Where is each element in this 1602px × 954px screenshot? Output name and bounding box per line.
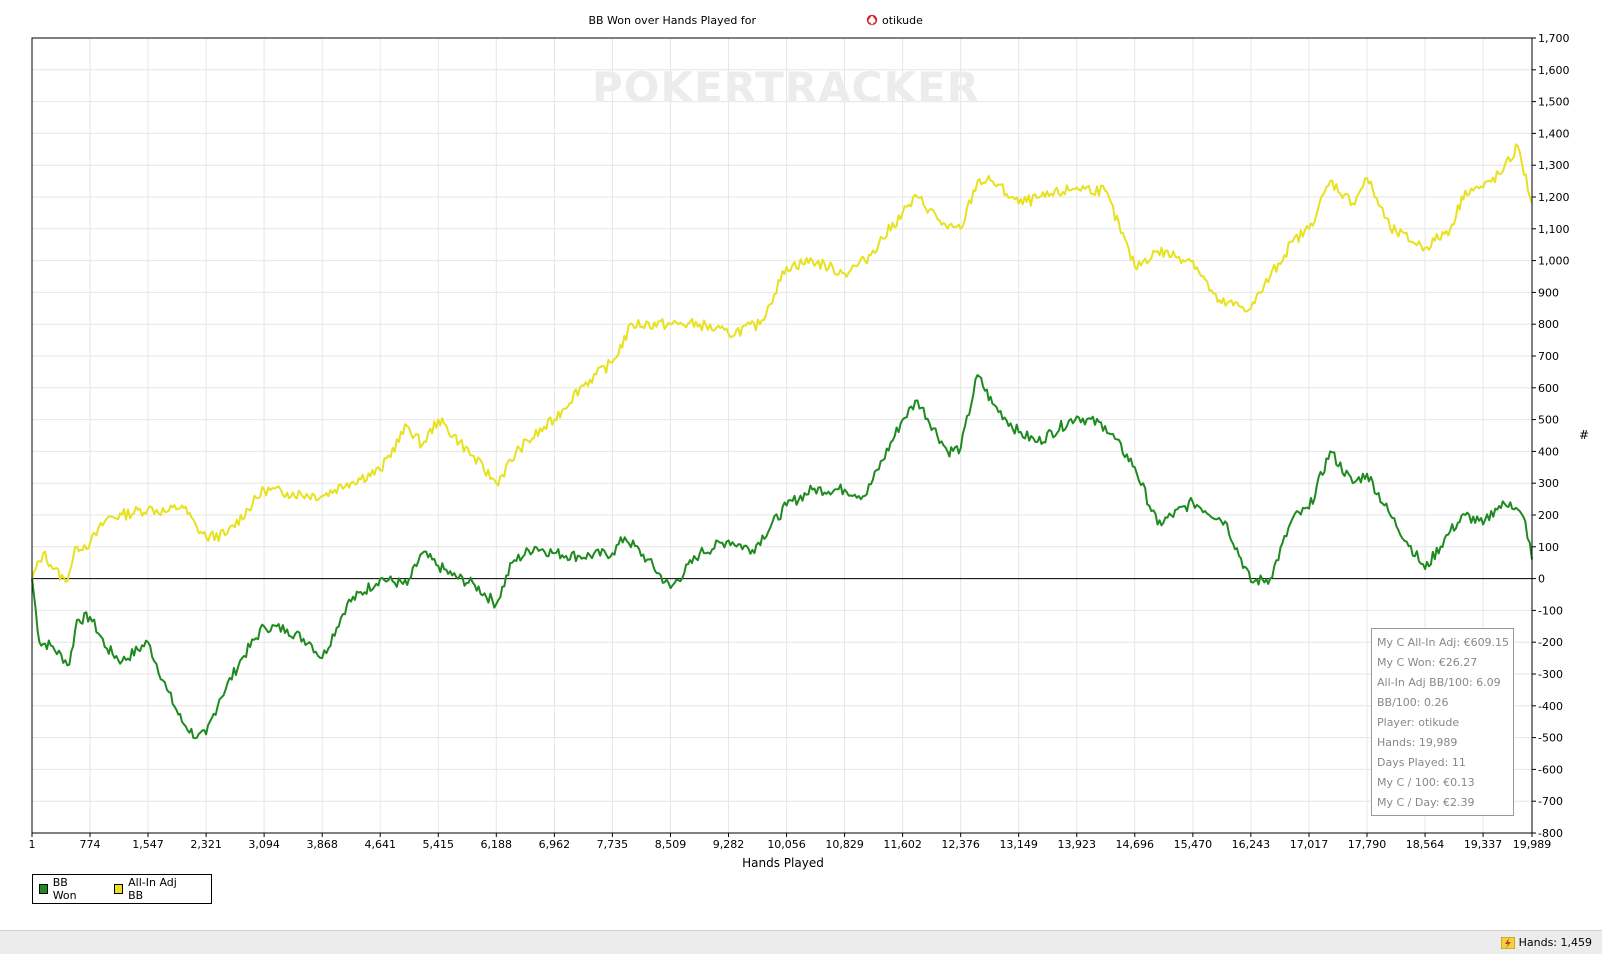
stat-bb100: BB/100: 0.26 <box>1377 696 1449 709</box>
legend-item-bb-won: BB Won <box>39 876 88 902</box>
y-tick-label-6: 1,100 <box>1538 223 1570 236</box>
x-tick-label-7: 5,415 <box>423 838 455 851</box>
x-tick-label-8: 6,188 <box>481 838 513 851</box>
x-tick-label-6: 4,641 <box>364 838 396 851</box>
y-tick-label-12: 500 <box>1538 414 1559 427</box>
stat-all-in-adj-bb100: All-In Adj BB/100: 6.09 <box>1377 676 1501 689</box>
legend-item-all-in-adj-bb: All-In Adj BB <box>114 876 185 902</box>
x-tick-label-1: 774 <box>80 838 101 851</box>
y-tick-label-11: 600 <box>1538 382 1559 395</box>
stat-days-played: Days Played: 11 <box>1377 756 1466 769</box>
x-tick-label-5: 3,868 <box>306 838 338 851</box>
chart-title-player: otikude <box>882 14 923 27</box>
x-tick-label-3: 2,321 <box>190 838 222 851</box>
x-tick-label-0: 1 <box>29 838 36 851</box>
x-tick-label-24: 18,564 <box>1406 838 1445 851</box>
chart-title: BB Won over Hands Played for otikude <box>588 14 923 27</box>
y-axis-label: # <box>1579 428 1589 442</box>
y-tick-label-19: -200 <box>1538 636 1563 649</box>
y-tick-label-16: 100 <box>1538 541 1559 554</box>
legend-label-all-in-adj-bb: All-In Adj BB <box>128 876 177 902</box>
x-tick-label-13: 10,056 <box>767 838 806 851</box>
legend-swatch-all-in-adj-bb <box>114 884 124 894</box>
y-tick-label-13: 400 <box>1538 445 1559 458</box>
y-tick-label-8: 900 <box>1538 286 1559 299</box>
x-tick-label-23: 17,790 <box>1348 838 1387 851</box>
y-tick-label-5: 1,200 <box>1538 191 1570 204</box>
legend-label-bb-won: BB Won <box>52 876 77 902</box>
y-tick-label-23: -600 <box>1538 763 1563 776</box>
y-tick-label-7: 1,000 <box>1538 255 1570 268</box>
stat-won: My C Won: €26.27 <box>1377 656 1478 669</box>
line-chart: BB Won over Hands Played for otikude POK… <box>29 14 1590 870</box>
y-tick-label-3: 1,400 <box>1538 127 1570 140</box>
plot-area-border <box>31 37 1533 834</box>
y-tick-label-10: 700 <box>1538 350 1559 363</box>
chart-series <box>31 143 1533 740</box>
x-tick-label-22: 17,017 <box>1290 838 1329 851</box>
y-tick-label-4: 1,300 <box>1538 159 1570 172</box>
chart-container: BB Won over Hands Played for otikude POK… <box>29 14 1590 870</box>
y-tick-label-24: -700 <box>1538 795 1563 808</box>
stat-hands: Hands: 19,989 <box>1377 736 1458 749</box>
x-tick-label-10: 7,735 <box>597 838 629 851</box>
x-axis-ticks: 1 774 1,547 2,321 3,094 3,868 4,641 5,415 6,188 6… <box>29 833 1552 851</box>
status-hands-count: Hands: 1,459 <box>1500 936 1592 949</box>
chart-legend: BB Won All-In Adj BB <box>32 874 212 904</box>
x-tick-label-15: 11,602 <box>883 838 922 851</box>
chart-title-text: BB Won over Hands Played for <box>588 14 756 27</box>
x-tick-label-9: 6,962 <box>539 838 571 851</box>
stat-player: Player: otikude <box>1377 716 1460 729</box>
x-tick-label-18: 13,923 <box>1058 838 1097 851</box>
x-tick-label-17: 13,149 <box>999 838 1038 851</box>
x-tick-label-14: 10,829 <box>825 838 864 851</box>
x-tick-label-25: 19,337 <box>1464 838 1503 851</box>
series-line-bb-won <box>31 374 1533 740</box>
pokerstars-spade-icon <box>866 14 878 26</box>
x-tick-label-26: 19,989 <box>1513 838 1552 851</box>
x-tick-label-16: 12,376 <box>941 838 980 851</box>
x-tick-label-12: 9,282 <box>713 838 745 851</box>
status-bar: Hands: 1,459 <box>0 930 1602 954</box>
stat-per-100: My C / 100: €0.13 <box>1377 776 1475 789</box>
x-tick-label-4: 3,094 <box>248 838 280 851</box>
y-tick-label-21: -400 <box>1538 700 1563 713</box>
stat-all-in-adj: My C All-In Adj: €609.15 <box>1377 636 1510 649</box>
y-tick-label-14: 300 <box>1538 477 1559 490</box>
x-tick-label-20: 15,470 <box>1174 838 1213 851</box>
chart-grid <box>31 37 1533 834</box>
y-tick-label-17: 0 <box>1538 573 1545 586</box>
x-tick-label-2: 1,547 <box>132 838 164 851</box>
y-tick-label-22: -500 <box>1538 732 1563 745</box>
series-line-all-in-adj-bb <box>31 143 1533 583</box>
y-tick-label-9: 800 <box>1538 318 1559 331</box>
y-axis-ticks: 1,700 1,600 1,500 1,400 1,300 1,200 1,100 1,000… <box>1532 32 1570 840</box>
y-tick-label-1: 1,600 <box>1538 64 1570 77</box>
status-hands-text: Hands: 1,459 <box>1518 936 1592 949</box>
stat-per-day: My C / Day: €2.39 <box>1377 796 1475 809</box>
y-tick-label-18: -100 <box>1538 604 1563 617</box>
stats-summary-box: My C All-In Adj: €609.15 My C Won: €26.2… <box>1371 628 1514 816</box>
y-tick-label-20: -300 <box>1538 668 1563 681</box>
x-tick-label-21: 16,243 <box>1232 838 1271 851</box>
pokertracker-watermark: POKERTRACKER <box>592 63 980 112</box>
x-tick-label-19: 14,696 <box>1116 838 1155 851</box>
y-tick-label-2: 1,500 <box>1538 96 1570 109</box>
y-tick-label-0: 1,700 <box>1538 32 1570 45</box>
legend-swatch-bb-won <box>39 884 48 894</box>
x-tick-label-11: 8,509 <box>655 838 687 851</box>
y-tick-label-15: 200 <box>1538 509 1559 522</box>
y-tick-label-25: -800 <box>1538 827 1563 840</box>
lightning-icon <box>1500 936 1515 949</box>
x-axis-label: Hands Played <box>742 856 824 870</box>
